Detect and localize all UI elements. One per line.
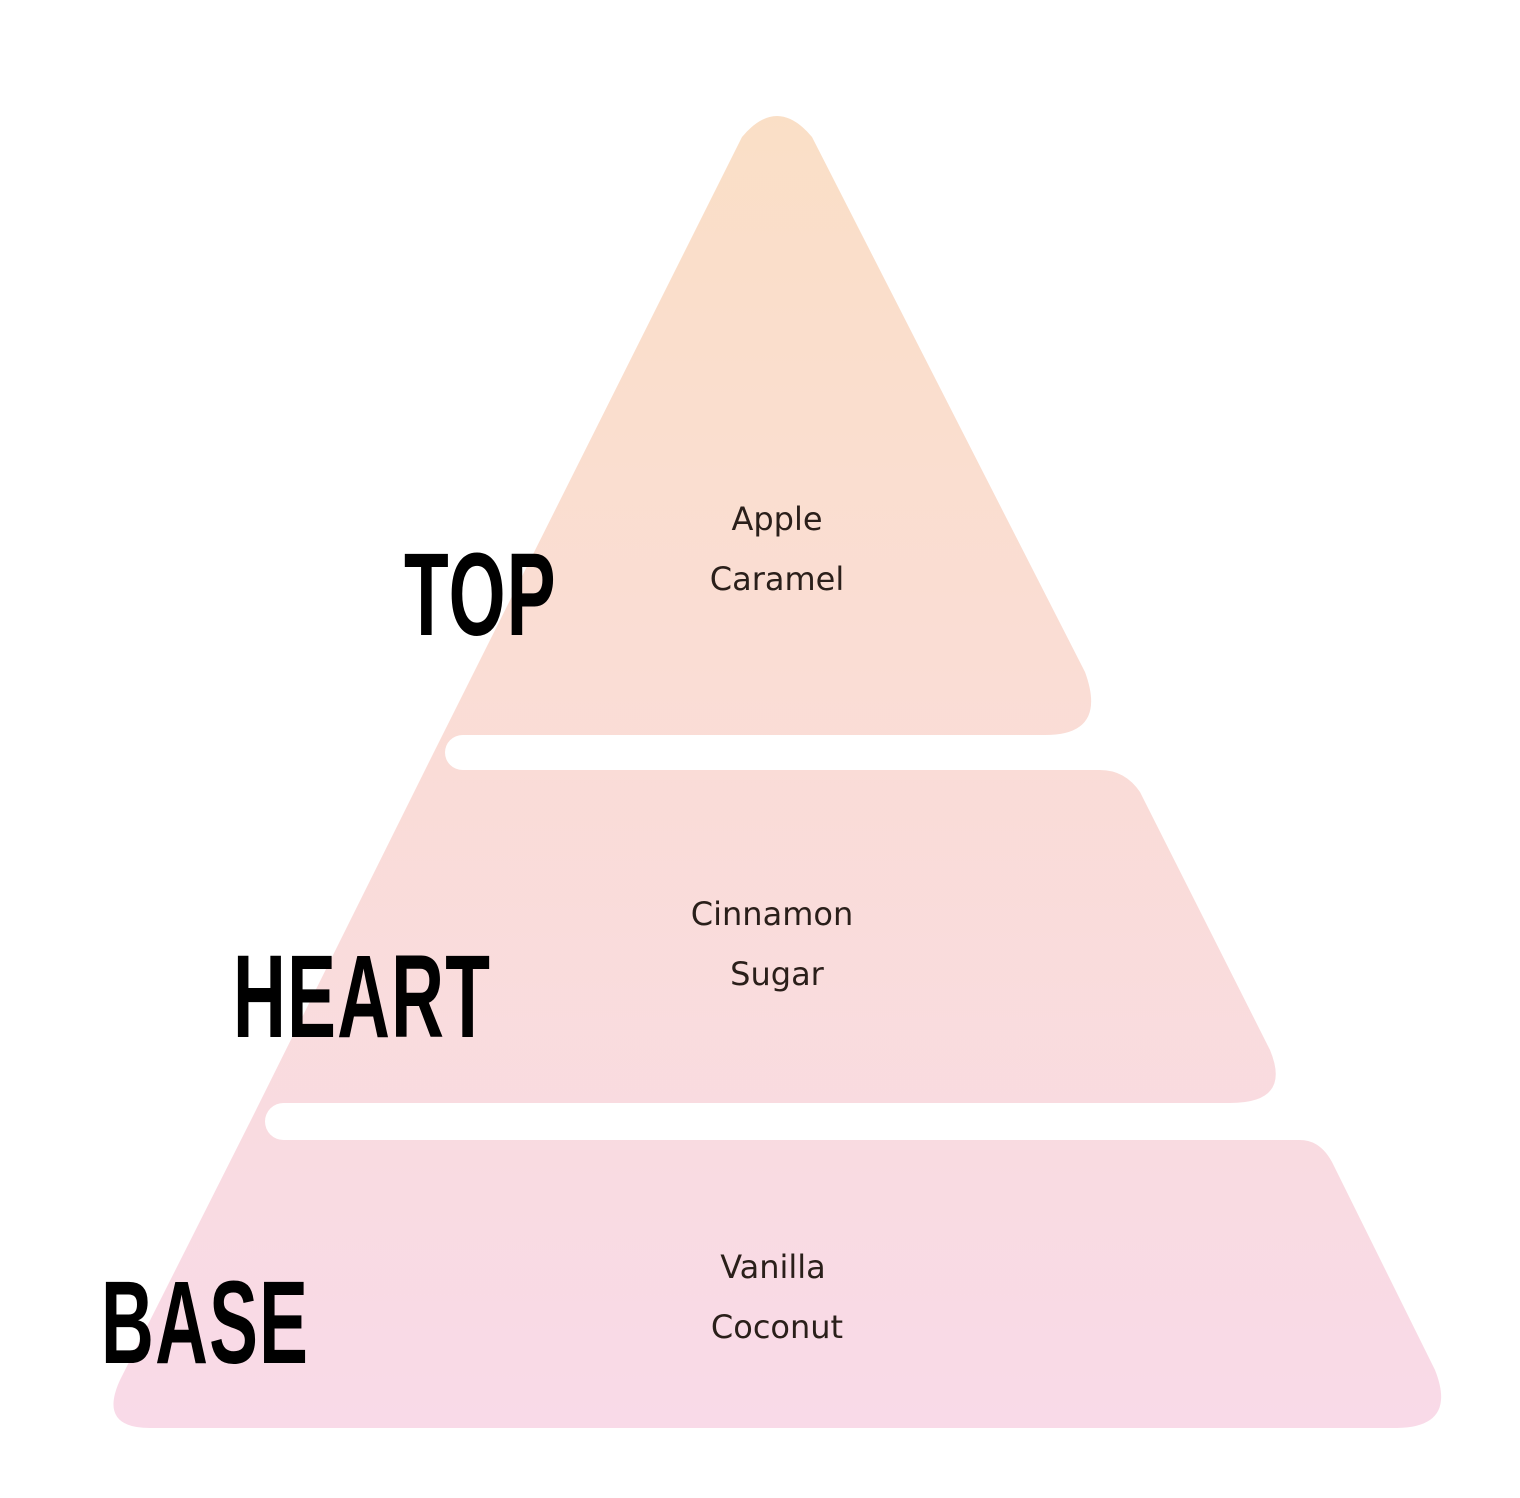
tier-label-heart: HEART xyxy=(233,931,492,1063)
pyramid-tier-base xyxy=(113,1120,1442,1428)
note-heart-1: Cinnamon xyxy=(690,895,854,933)
tier-gap-1 xyxy=(445,735,1520,770)
pyramid-tier-top xyxy=(434,116,1092,752)
pyramid-tier-heart xyxy=(251,752,1276,1120)
tier-gap-2 xyxy=(265,1103,1520,1140)
tier-label-base: BASE xyxy=(101,1257,310,1389)
note-top-1: Apple xyxy=(731,500,823,538)
note-base-2: Coconut xyxy=(710,1308,844,1346)
note-base-1: Vanilla xyxy=(720,1248,826,1286)
note-top-2: Caramel xyxy=(709,560,845,598)
note-heart-2: Sugar xyxy=(730,955,824,993)
tier-label-top: TOP xyxy=(404,529,557,661)
